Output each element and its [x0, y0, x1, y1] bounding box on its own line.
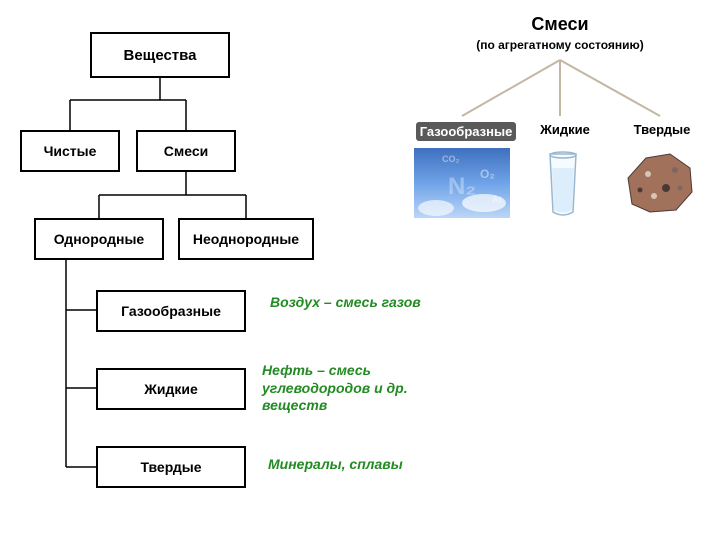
node-heterogeneous: Неоднородные [178, 218, 314, 260]
cat-label-solid: Твердые [622, 122, 702, 137]
ar-icon: Ar [492, 194, 502, 204]
node-homogeneous: Однородные [34, 218, 164, 260]
annotation-air: Воздух – смесь газов [270, 294, 440, 312]
annotation-minerals: Минералы, сплавы [268, 456, 468, 474]
node-label: Неоднородные [193, 231, 299, 247]
right-panel-subtitle: (по агрегатному состоянию) [430, 38, 690, 52]
node-label: Однородные [54, 231, 144, 247]
node-gaseous: Газообразные [96, 290, 246, 332]
cat-label-gaseous: Газообразные [416, 122, 516, 141]
annotation-oil: Нефть – смесь углеводородов и др. вещест… [262, 362, 472, 415]
co2-icon: CO₂ [442, 154, 460, 164]
node-solid: Твердые [96, 446, 246, 488]
node-label: Жидкие [144, 381, 198, 397]
thumb-gaseous: N₂ O₂ CO₂ Ar [414, 148, 510, 218]
thumb-solid [620, 148, 700, 218]
node-label: Твердые [140, 459, 201, 475]
node-label: Вещества [123, 47, 196, 64]
cat-label-liquid: Жидкие [530, 122, 600, 137]
node-pure: Чистые [20, 130, 120, 172]
node-label: Газообразные [121, 303, 221, 319]
right-panel-title: Смеси [430, 14, 690, 35]
o2-icon: O₂ [480, 167, 495, 181]
node-substances: Вещества [90, 32, 230, 78]
node-label: Смеси [164, 143, 208, 159]
thumb-liquid [534, 148, 592, 218]
node-mixtures: Смеси [136, 130, 236, 172]
node-label: Чистые [44, 143, 97, 159]
node-liquid: Жидкие [96, 368, 246, 410]
n2-icon: N₂ [448, 173, 476, 200]
